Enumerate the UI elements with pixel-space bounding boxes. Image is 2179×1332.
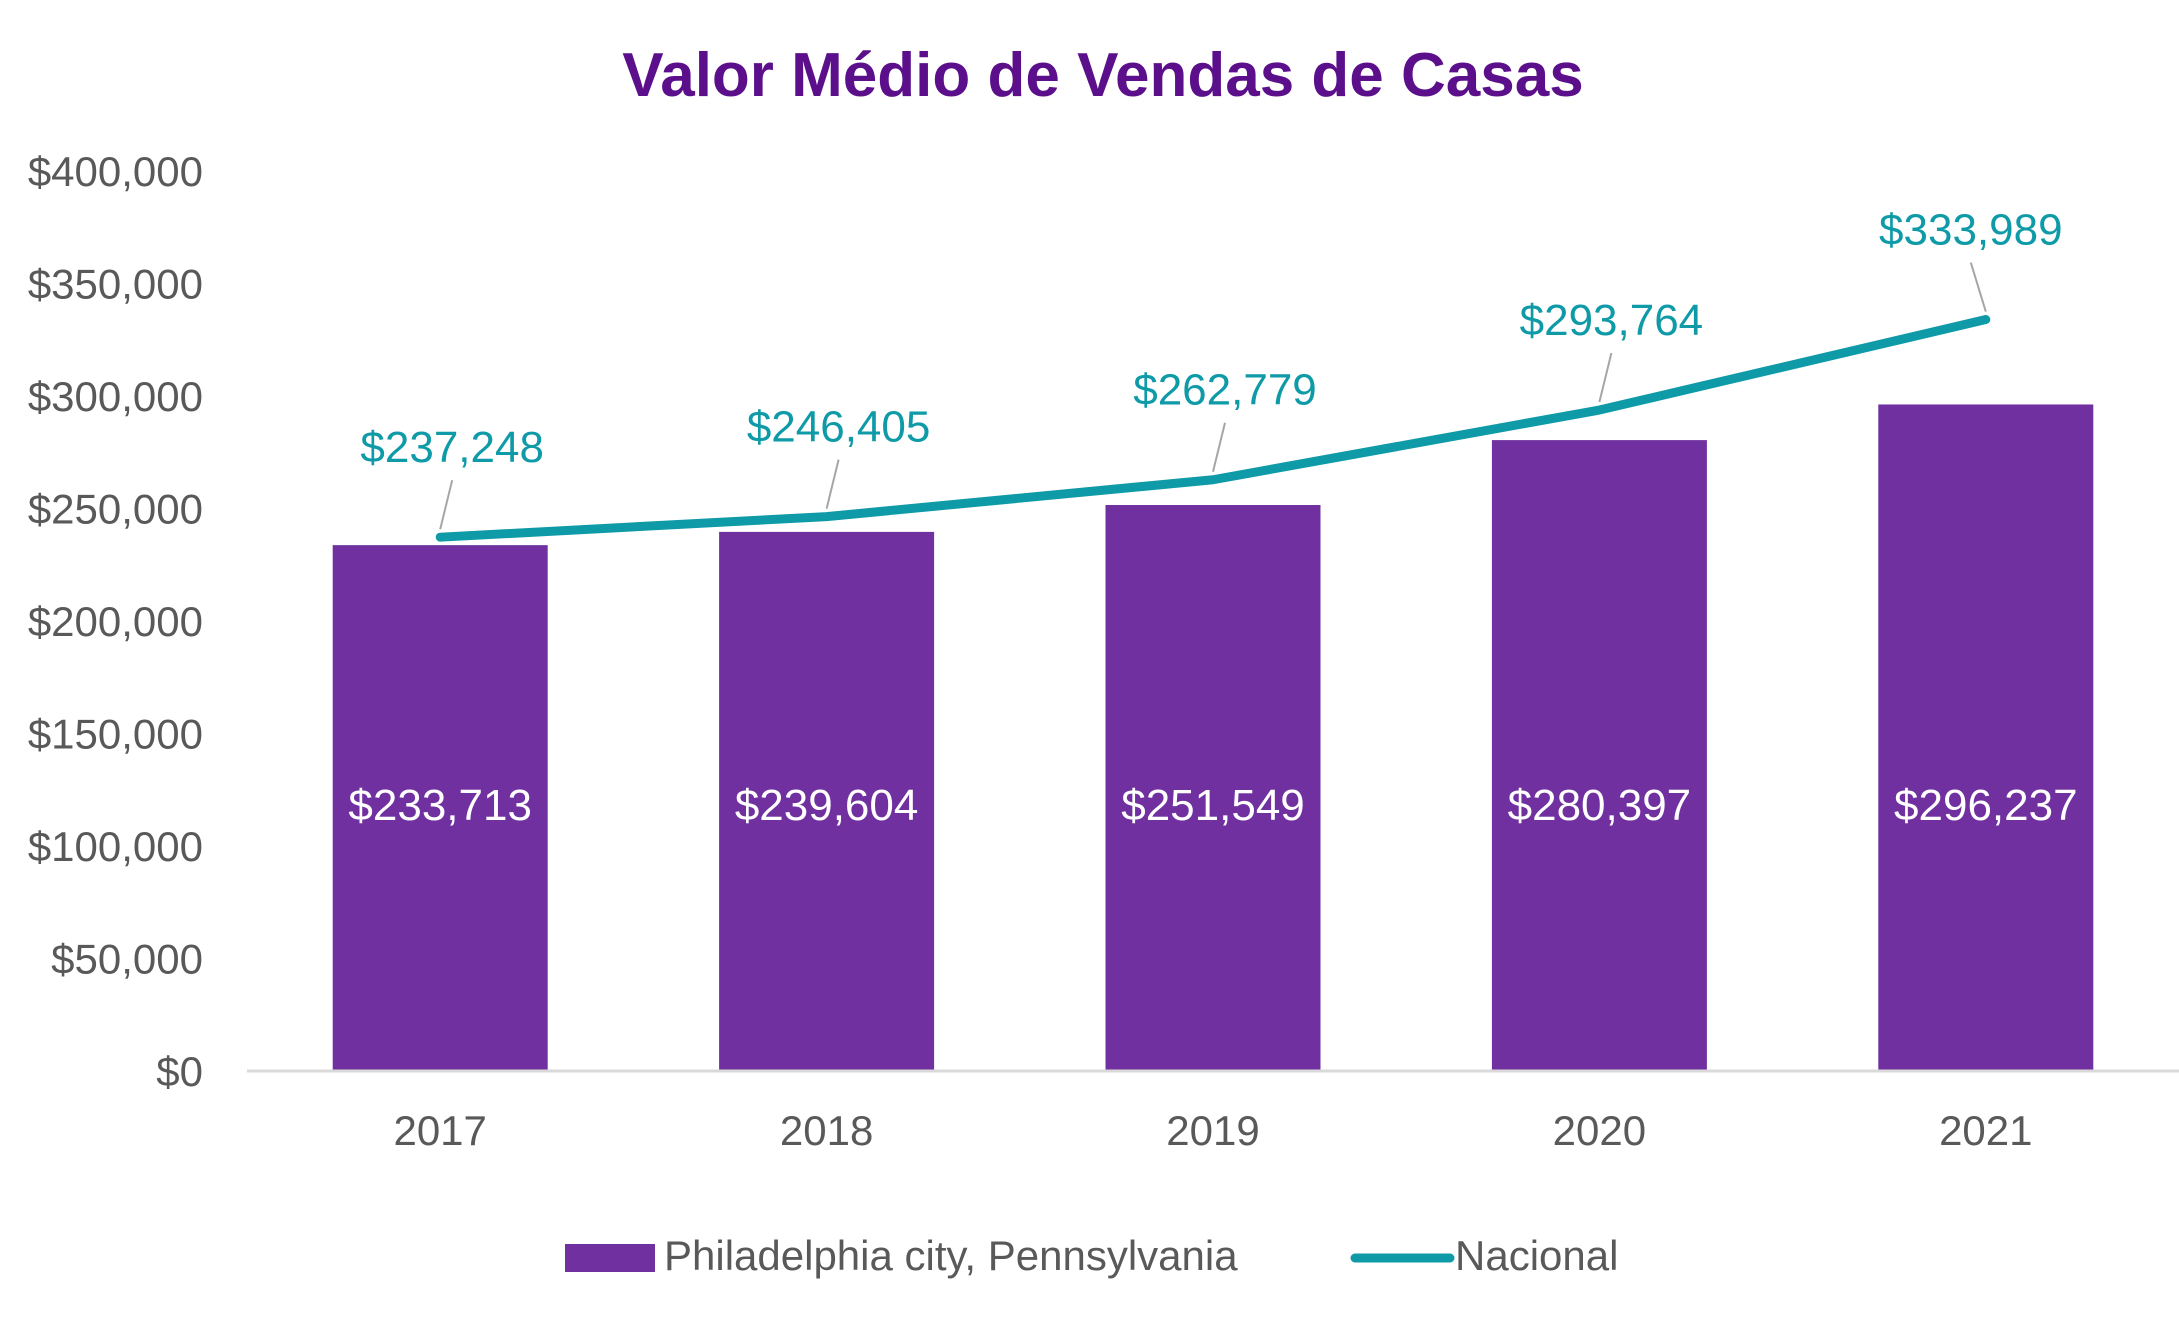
y-axis: $0 $50,000 $100,000 $150,000 $200,000 $250,00… xyxy=(28,148,203,1095)
line-data-label: $246,405 xyxy=(747,403,931,452)
bar-data-label: $233,713 xyxy=(348,781,532,830)
legend: Philadelphia city, Pennsylvania Nacional xyxy=(565,1232,1618,1279)
x-tick-label: 2021 xyxy=(1939,1107,2032,1154)
bar-data-label: $280,397 xyxy=(1508,781,1692,830)
y-tick-label: $350,000 xyxy=(28,261,203,308)
y-tick-label: $200,000 xyxy=(28,598,203,645)
x-axis: 2017 2018 2019 2020 2021 xyxy=(393,1107,2032,1154)
legend-label-line: Nacional xyxy=(1455,1232,1618,1279)
bar xyxy=(1491,440,1707,1071)
x-tick-label: 2019 xyxy=(1166,1107,1259,1154)
line-path xyxy=(435,315,1991,542)
chart-title: Valor Médio de Vendas de Casas xyxy=(622,41,1583,110)
leader-line xyxy=(1969,262,1987,312)
y-tick-label: $400,000 xyxy=(28,148,203,195)
line-data-label: $262,779 xyxy=(1133,366,1317,415)
line-data-label: $237,248 xyxy=(360,423,544,472)
legend-label-bar: Philadelphia city, Pennsylvania xyxy=(664,1232,1238,1279)
y-tick-label: $0 xyxy=(156,1048,203,1095)
bar xyxy=(1878,404,2094,1071)
y-tick-label: $50,000 xyxy=(51,936,203,983)
bar xyxy=(719,531,935,1071)
x-tick-label: 2018 xyxy=(780,1107,873,1154)
y-tick-label: $100,000 xyxy=(28,823,203,870)
y-tick-label: $150,000 xyxy=(28,711,203,758)
bar-data-label: $296,237 xyxy=(1894,781,2078,830)
line-data-label: $333,989 xyxy=(1879,206,2063,255)
leader-line xyxy=(1212,422,1226,472)
legend-swatch-bar xyxy=(565,1244,655,1272)
leader-line xyxy=(825,459,840,509)
y-tick-label: $300,000 xyxy=(28,373,203,420)
x-tick-label: 2017 xyxy=(393,1107,486,1154)
x-tick-label: 2020 xyxy=(1553,1107,1646,1154)
line-data-label: $293,764 xyxy=(1520,296,1704,345)
y-tick-label: $250,000 xyxy=(28,486,203,533)
bar-data-label: $239,604 xyxy=(735,781,919,830)
leader-line xyxy=(1598,352,1613,403)
line-series: $237,248 $246,405 $262,779 $293,764 $333,989 xyxy=(360,206,2063,542)
bar-series: $233,713 $239,604 $251,549 $280,397 $296,237 xyxy=(332,404,2094,1071)
bar xyxy=(1105,505,1321,1071)
bar xyxy=(332,545,548,1071)
leader-line xyxy=(439,479,454,530)
bar-data-label: $251,549 xyxy=(1121,781,1305,830)
